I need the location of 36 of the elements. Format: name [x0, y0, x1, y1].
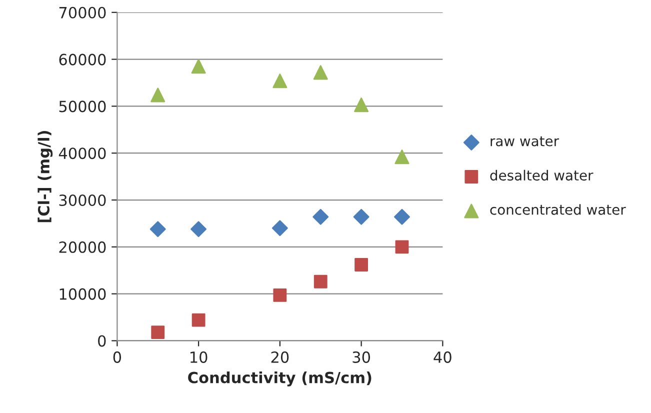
- point: [354, 98, 369, 112]
- y-tick-label: 70000: [59, 6, 106, 18]
- y-tick-label: 40000: [58, 148, 106, 160]
- y-tick-label: 30000: [59, 194, 106, 206]
- point: [192, 313, 206, 327]
- point: [150, 221, 166, 238]
- y-tick-label: 60000: [59, 54, 106, 66]
- point: [354, 258, 368, 272]
- y-axis-title: [Cl-] (mg/l): [38, 131, 53, 222]
- x-tick-label: 0: [113, 351, 122, 363]
- y-tick-label: 20000: [59, 241, 106, 253]
- point: [394, 150, 410, 164]
- point: [273, 288, 287, 302]
- point: [313, 65, 328, 80]
- point: [395, 240, 409, 254]
- point: [150, 88, 166, 102]
- point: [272, 220, 288, 236]
- point: [314, 274, 328, 288]
- legend-label: raw water: [490, 136, 560, 146]
- x-tick-label: 10: [190, 351, 208, 363]
- point: [191, 59, 206, 74]
- x-axis-title: Conductivity (mS/cm): [188, 371, 372, 386]
- point: [151, 326, 165, 339]
- y-tick-label: 10000: [60, 288, 106, 300]
- x-tick-label: 20: [271, 351, 289, 363]
- x-tick-label: 40: [434, 351, 452, 363]
- legend-label: desalted water: [490, 170, 594, 181]
- point: [272, 74, 288, 88]
- point: [312, 208, 329, 225]
- legend-label: concentrated water: [490, 204, 626, 215]
- point: [394, 208, 410, 225]
- point: [353, 208, 370, 225]
- y-tick-label: 0: [98, 335, 106, 347]
- point: [190, 221, 207, 238]
- x-tick-label: 30: [352, 351, 370, 363]
- y-tick-label: 50000: [59, 100, 106, 112]
